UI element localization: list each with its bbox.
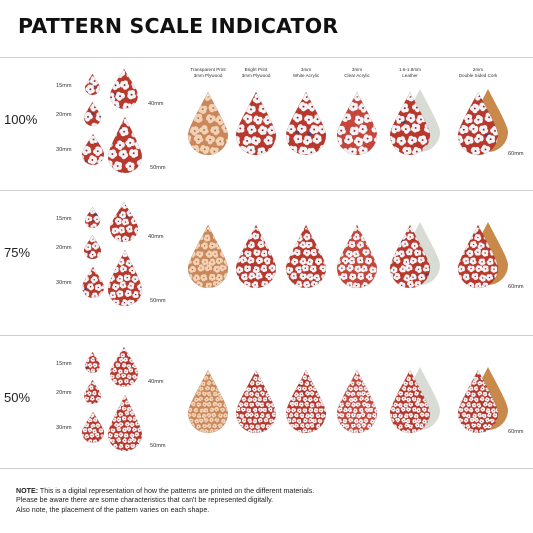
note-line-3: Also note, the placement of the pattern … <box>16 505 210 514</box>
material-label-line-1: Bright Print <box>244 67 268 72</box>
material-label: 3mm Clear Acrylic <box>322 67 392 79</box>
material-drop-acrylic-clear <box>336 224 378 289</box>
material-drop-plywood-transparent <box>187 224 229 289</box>
scale-percent-label: 100% <box>4 112 38 127</box>
sample-drop-15mm <box>84 351 101 374</box>
row-divider <box>0 190 533 191</box>
material-label-line-2: 3mm Plywood <box>241 73 271 78</box>
size-label-15mm: 15mm <box>56 361 72 367</box>
material-drop-leather <box>389 91 431 156</box>
material-drop-leather <box>389 369 431 434</box>
material-drop-acrylic-clear <box>336 91 378 156</box>
size-label-50mm: 50mm <box>150 298 166 304</box>
size-label-50mm: 50mm <box>150 165 166 171</box>
sample-drop-15mm <box>84 73 101 96</box>
material-label-line-2: 3mm Plywood <box>193 73 223 78</box>
sample-drop-20mm <box>83 234 102 260</box>
sample-drop-50mm <box>107 116 143 174</box>
material-drop-cork <box>457 91 499 156</box>
size-label-20mm: 20mm <box>56 390 72 396</box>
size-label-40mm: 40mm <box>148 101 164 107</box>
material-drop-acrylic-white <box>285 91 327 156</box>
row-divider <box>0 468 533 469</box>
material-label: Bright Print 3mm Plywood <box>221 67 291 79</box>
material-label-line-1: Transparent Print <box>190 67 226 72</box>
row-divider <box>0 335 533 336</box>
material-label-line-1: 3mm <box>300 67 312 72</box>
material-label-line-2: White Acrylic <box>292 73 320 78</box>
material-drop-plywood-bright <box>235 369 277 434</box>
material-drop-leather <box>389 224 431 289</box>
size-label-20mm: 20mm <box>56 245 72 251</box>
sample-drop-40mm <box>109 201 139 243</box>
size-label-40mm: 40mm <box>148 379 164 385</box>
size-label-30mm: 30mm <box>56 425 72 431</box>
material-label-line-1: 2mm <box>472 67 484 72</box>
sample-drop-30mm <box>81 266 105 299</box>
material-label-line-2: Double Sided Cork <box>458 73 498 78</box>
sample-drop-50mm <box>107 394 143 452</box>
material-drop-acrylic-clear <box>336 369 378 434</box>
scale-percent-label: 75% <box>4 245 31 260</box>
material-drop-plywood-transparent <box>187 369 229 434</box>
row-divider <box>0 57 533 58</box>
note-text: NOTE: This is a digital representation o… <box>16 487 521 515</box>
material-label: 3mm White Acrylic <box>271 67 341 79</box>
material-drop-cork <box>457 224 499 289</box>
size-label-60mm: 60mm <box>508 429 524 435</box>
sample-drop-20mm <box>83 101 102 127</box>
size-label-15mm: 15mm <box>56 216 72 222</box>
material-drop-plywood-bright <box>235 91 277 156</box>
material-drop-acrylic-white <box>285 369 327 434</box>
size-label-60mm: 60mm <box>508 284 524 290</box>
sample-drop-30mm <box>81 133 105 166</box>
size-label-50mm: 50mm <box>150 443 166 449</box>
material-label-line-2: Leather <box>402 73 418 78</box>
size-label-60mm: 60mm <box>508 151 524 157</box>
size-label-20mm: 20mm <box>56 112 72 118</box>
size-label-40mm: 40mm <box>148 234 164 240</box>
material-drop-cork <box>457 369 499 434</box>
size-label-30mm: 30mm <box>56 280 72 286</box>
material-label-line-2: Clear Acrylic <box>344 73 370 78</box>
note-line-2: Please be aware there are some character… <box>16 496 274 505</box>
sample-drop-50mm <box>107 249 143 307</box>
note-line-1: This is a digital representation of how … <box>38 487 315 495</box>
material-label-line-1: 3mm <box>351 67 363 72</box>
material-label: 2mm Double Sided Cork <box>443 67 513 79</box>
material-drop-plywood-transparent <box>187 91 229 156</box>
scale-percent-label: 50% <box>4 390 31 405</box>
material-label: Transparent Print 3mm Plywood <box>173 67 243 79</box>
size-label-15mm: 15mm <box>56 83 72 89</box>
sample-drop-40mm <box>109 68 139 110</box>
material-drop-plywood-bright <box>235 224 277 289</box>
material-label: 1.6-1.8mm Leather <box>375 67 445 79</box>
sample-drop-40mm <box>109 346 139 388</box>
note-label: NOTE: <box>16 487 39 495</box>
sample-drop-20mm <box>83 379 102 405</box>
sample-drop-30mm <box>81 411 105 444</box>
material-label-line-1: 1.6-1.8mm <box>399 67 421 72</box>
size-label-30mm: 30mm <box>56 147 72 153</box>
sample-drop-15mm <box>84 206 101 229</box>
page-title: PATTERN SCALE INDICATOR <box>18 14 339 38</box>
material-drop-acrylic-white <box>285 224 327 289</box>
